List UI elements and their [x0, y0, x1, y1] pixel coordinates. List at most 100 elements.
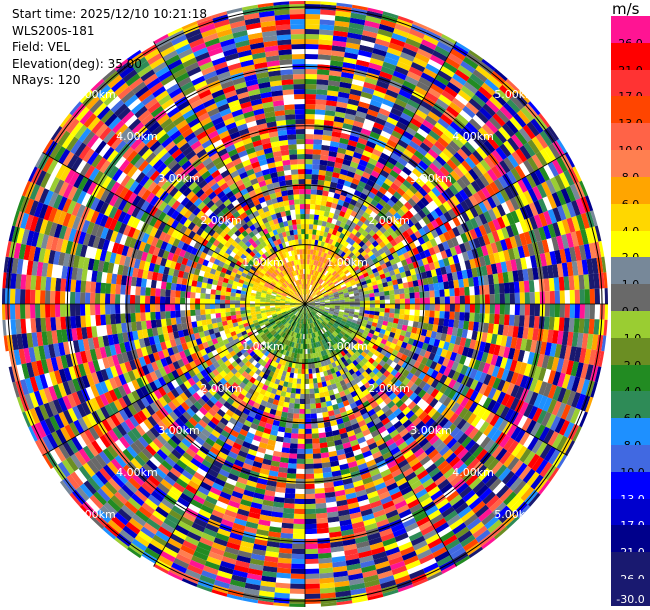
velocity-cell: [281, 276, 287, 282]
velocity-cell: [268, 327, 274, 333]
velocity-cell: [254, 279, 261, 284]
velocity-cell: [444, 296, 450, 304]
velocity-cell: [344, 301, 350, 304]
velocity-cell: [257, 329, 264, 334]
velocity-cell: [276, 274, 282, 280]
velocity-cell: [314, 265, 318, 271]
velocity-cell: [307, 318, 310, 324]
velocity-cell: [308, 264, 312, 270]
velocity-cell: [305, 294, 308, 300]
velocity-cell: [310, 189, 317, 195]
velocity-cell: [310, 199, 316, 205]
velocity-cell: [305, 234, 309, 240]
velocity-cell: [294, 275, 298, 281]
velocity-cell: [258, 331, 265, 337]
velocity-cell: [195, 298, 201, 304]
velocity-cell: [315, 320, 319, 326]
velocity-cell: [287, 407, 294, 414]
velocity-cell: [398, 288, 405, 295]
velocity-cell: [319, 287, 325, 292]
velocity-cell: [290, 314, 295, 319]
velocity-cell: [296, 312, 300, 317]
velocity-cell: [327, 341, 333, 348]
velocity-cell: [354, 298, 360, 302]
velocity-cell: [253, 281, 260, 287]
velocity-cell: [292, 378, 298, 384]
velocity-cell: [283, 290, 289, 294]
velocity-cell: [305, 393, 310, 400]
velocity-cell: [300, 308, 304, 314]
velocity-cell: [275, 307, 281, 311]
velocity-cell: [284, 328, 289, 334]
velocity-cell: [404, 309, 410, 315]
velocity-cell: [311, 259, 315, 265]
velocity-cell: [316, 277, 320, 283]
velocity-cell: [295, 128, 305, 135]
velocity-cell: [282, 338, 287, 345]
velocity-cell: [269, 335, 275, 342]
velocity-cell: [290, 301, 296, 303]
velocity-cell: [310, 317, 314, 323]
velocity-cell: [273, 339, 279, 345]
velocity-cell: [250, 304, 256, 307]
velocity-cell: [300, 208, 305, 215]
velocity-cell: [305, 428, 312, 434]
velocity-cell: [275, 345, 280, 352]
velocity-cell: [191, 280, 198, 287]
velocity-cell: [319, 304, 325, 307]
velocity-cell: [328, 311, 334, 315]
velocity-cell: [307, 353, 311, 359]
velocity-cell: [297, 285, 301, 290]
velocity-cell: [350, 281, 357, 287]
velocity-cell: [310, 279, 313, 285]
velocity-cell: [344, 297, 350, 300]
velocity-cell: [305, 174, 312, 180]
velocity-cell: [335, 284, 341, 289]
velocity-cell: [299, 403, 305, 410]
velocity-cell: [305, 408, 311, 414]
velocity-cell: [313, 316, 317, 321]
velocity-cell: [263, 328, 269, 334]
velocity-cell: [409, 292, 415, 299]
velocity-cell: [329, 306, 335, 309]
velocity-cell: [333, 330, 339, 336]
velocity-cell: [354, 304, 360, 307]
velocity-cell: [324, 309, 330, 312]
velocity-cell: [296, 306, 302, 311]
velocity-cell: [305, 138, 314, 145]
velocity-cell: [305, 348, 308, 354]
velocity-cell: [292, 337, 296, 343]
velocity-cell: [287, 272, 292, 278]
velocity-cell: [312, 327, 316, 333]
velocity-cell: [319, 205, 326, 212]
velocity-cell: [337, 316, 343, 321]
velocity-cell: [314, 307, 319, 311]
velocity-cell: [322, 349, 328, 356]
velocity-cell: [399, 293, 405, 299]
velocity-cell: [306, 338, 310, 344]
velocity-cell: [296, 143, 305, 150]
velocity-cell: [322, 269, 327, 275]
velocity-cell: [320, 154, 329, 161]
velocity-cell: [315, 336, 320, 342]
velocity-cell: [403, 314, 410, 321]
velocity-cell: [339, 307, 345, 311]
velocity-cell: [302, 254, 305, 260]
velocity-cell: [321, 345, 326, 351]
velocity-cell: [289, 154, 298, 160]
velocity-cell: [313, 260, 317, 266]
velocity-cell: [334, 294, 340, 298]
velocity-cell: [321, 339, 326, 346]
velocity-cell: [298, 307, 302, 312]
velocity-cell: [285, 306, 291, 309]
velocity-cell: [304, 309, 305, 314]
velocity-cell: [328, 310, 334, 314]
velocity-cell: [278, 330, 283, 336]
velocity-cell: [298, 307, 303, 313]
velocity-cell: [291, 282, 295, 288]
velocity-cell: [288, 453, 298, 459]
velocity-cell: [459, 287, 465, 296]
velocity-cell: [325, 253, 330, 260]
velocity-cell: [295, 259, 299, 265]
velocity-cell: [354, 301, 360, 304]
